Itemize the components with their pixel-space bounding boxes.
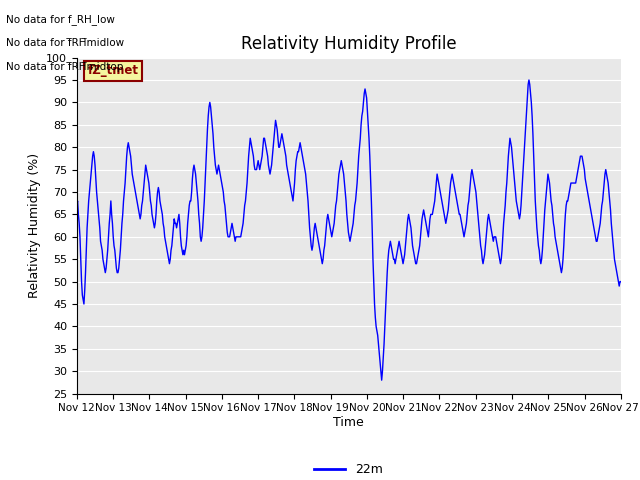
X-axis label: Time: Time — [333, 416, 364, 429]
Text: No data for f̅RH̅midtop: No data for f̅RH̅midtop — [6, 62, 124, 72]
Text: fZ_tmet: fZ_tmet — [88, 64, 139, 77]
Title: Relativity Humidity Profile: Relativity Humidity Profile — [241, 35, 456, 53]
Y-axis label: Relativity Humidity (%): Relativity Humidity (%) — [28, 153, 40, 298]
Legend: 22m: 22m — [309, 458, 388, 480]
Text: No data for f̅RH̅midlow: No data for f̅RH̅midlow — [6, 38, 125, 48]
Text: No data for f_RH_low: No data for f_RH_low — [6, 14, 115, 25]
